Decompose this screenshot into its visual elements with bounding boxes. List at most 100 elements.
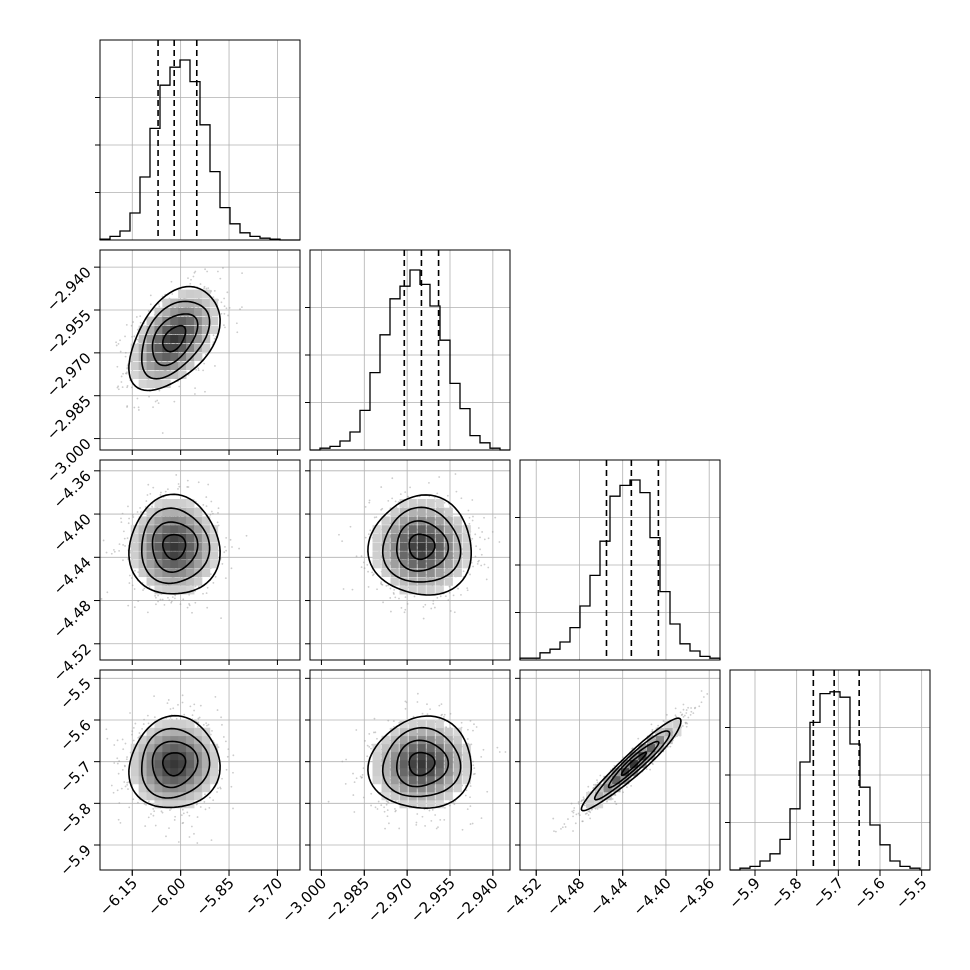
- scatter-point: [462, 570, 465, 573]
- scatter-point: [385, 803, 388, 806]
- scatter-point: [404, 707, 407, 710]
- scatter-point: [466, 589, 469, 592]
- scatter-point: [220, 617, 222, 620]
- scatter-point: [157, 303, 160, 305]
- density-cell: [178, 499, 187, 508]
- panel-1-1: [310, 250, 510, 451]
- panel-content: [100, 474, 248, 620]
- density-cell: [170, 507, 179, 517]
- scatter-point: [202, 723, 205, 726]
- density-cell: [372, 542, 381, 551]
- density-cell: [162, 559, 171, 569]
- density-cell: [186, 568, 195, 578]
- density-cell: [138, 559, 148, 569]
- density-cell: [154, 370, 163, 379]
- scatter-point: [230, 785, 233, 788]
- density-cell: [186, 343, 195, 352]
- density-cell: [193, 316, 203, 325]
- scatter-point: [230, 567, 233, 570]
- density-cell: [399, 559, 408, 569]
- scatter-point: [121, 769, 124, 771]
- density-cell: [372, 533, 381, 543]
- density-cell: [146, 525, 155, 534]
- scatter-point: [203, 285, 206, 288]
- density-cell: [154, 379, 163, 388]
- scatter-point: [344, 782, 347, 785]
- density-cell: [146, 551, 155, 560]
- scatter-point: [371, 574, 374, 577]
- scatter-point: [480, 817, 483, 820]
- density-cell: [162, 775, 171, 785]
- scatter-point: [212, 581, 215, 584]
- density-cell: [201, 568, 211, 578]
- scatter-point: [157, 600, 159, 603]
- density-cell: [170, 791, 179, 801]
- density-cell: [435, 542, 444, 551]
- density-cell: [138, 568, 148, 578]
- scatter-point: [235, 322, 238, 325]
- scatter-point: [149, 303, 152, 306]
- density-cell: [462, 533, 471, 543]
- scatter-point: [370, 747, 372, 750]
- density-cell: [390, 577, 399, 586]
- density-cell: [426, 516, 435, 525]
- density-cell: [130, 559, 140, 569]
- density-cell: [154, 719, 163, 729]
- density-cell: [146, 325, 155, 334]
- density-cell: [178, 751, 187, 761]
- density-cell: [186, 316, 195, 325]
- scatter-point: [473, 772, 476, 775]
- scatter-point: [117, 342, 120, 345]
- scatter-point: [115, 344, 118, 347]
- scatter-point: [132, 726, 135, 729]
- scatter-point: [139, 507, 141, 509]
- scatter-point: [146, 494, 149, 496]
- scatter-point: [245, 534, 248, 537]
- scatter-point: [183, 713, 186, 716]
- scatter-point: [167, 596, 169, 599]
- scatter-point: [194, 387, 196, 390]
- scatter-point: [460, 721, 463, 724]
- density-cell: [154, 325, 163, 334]
- panel-0-0: [99, 40, 300, 241]
- scatter-point: [413, 595, 416, 598]
- density-cell: [130, 352, 140, 361]
- scatter-point: [241, 306, 243, 309]
- density-cell: [390, 559, 399, 569]
- scatter-point: [341, 760, 344, 763]
- density-cell: [154, 516, 163, 525]
- scatter-point: [216, 791, 218, 793]
- scatter-point: [142, 723, 145, 725]
- scatter-point: [466, 587, 469, 590]
- scatter-point: [219, 786, 222, 789]
- scatter-point: [126, 386, 128, 389]
- scatter-point: [393, 588, 396, 591]
- scatter-point: [165, 835, 167, 838]
- scatter-point: [187, 277, 189, 280]
- scatter-point: [430, 819, 433, 822]
- scatter-point: [127, 788, 129, 790]
- scatter-point: [133, 335, 136, 338]
- scatter-point: [392, 720, 395, 723]
- contour-2: [141, 727, 211, 799]
- scatter-point: [442, 715, 445, 718]
- density-cell: [178, 525, 187, 534]
- scatter-point: [155, 603, 157, 606]
- scatter-point: [208, 796, 211, 799]
- density-cell: [209, 533, 219, 543]
- scatter-point: [170, 280, 173, 283]
- scatter-point: [395, 809, 397, 812]
- scatter-point: [483, 538, 486, 541]
- scatter-point: [404, 608, 407, 611]
- density-cell: [435, 568, 444, 578]
- density-cell: [146, 751, 155, 761]
- scatter-point: [406, 602, 409, 605]
- density-cell: [444, 577, 453, 586]
- scatter-point: [404, 700, 407, 703]
- scatter-point: [470, 561, 473, 564]
- density-cell: [193, 289, 203, 298]
- density-cell: [201, 307, 211, 316]
- scatter-point: [149, 492, 152, 495]
- scatter-point: [170, 601, 173, 604]
- density-cell: [435, 499, 444, 508]
